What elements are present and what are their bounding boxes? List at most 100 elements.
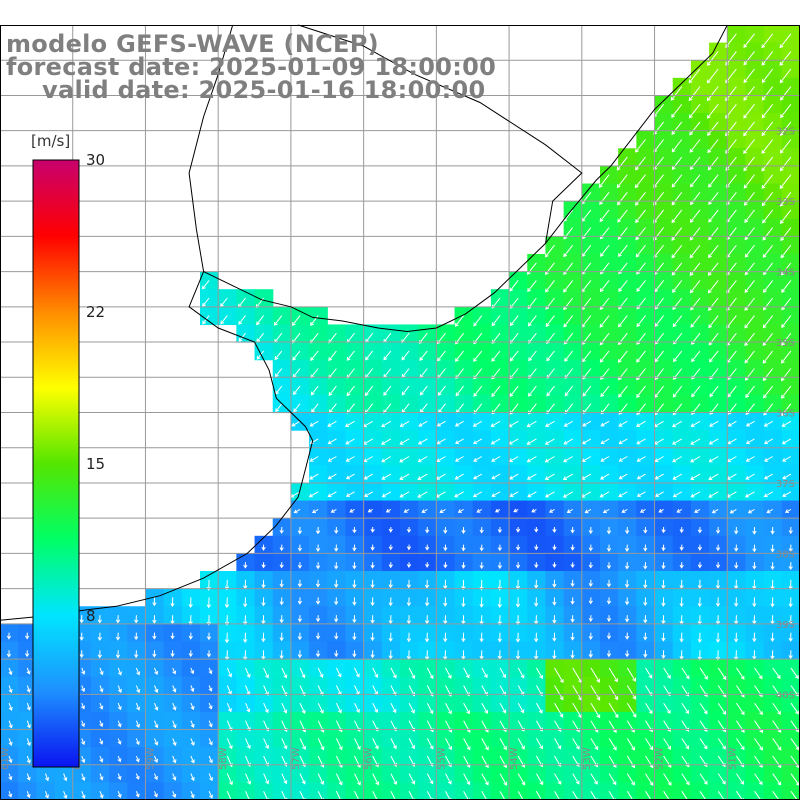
wind-speed-cell bbox=[745, 413, 764, 431]
wind-speed-cell bbox=[636, 501, 655, 519]
wind-speed-cell bbox=[745, 95, 764, 113]
wind-speed-cell bbox=[545, 413, 564, 431]
wind-speed-cell bbox=[418, 430, 437, 448]
wind-speed-cell bbox=[618, 413, 637, 431]
wind-speed-cell bbox=[600, 413, 619, 431]
wind-speed-cell bbox=[600, 483, 619, 501]
wind-speed-cell bbox=[564, 501, 583, 519]
wind-speed-cell bbox=[673, 413, 692, 431]
wind-speed-cell bbox=[345, 465, 364, 483]
wind-speed-cell bbox=[545, 448, 564, 466]
wind-speed-cell bbox=[400, 448, 419, 466]
wind-speed-cell bbox=[709, 501, 728, 519]
wind-speed-cell bbox=[655, 219, 674, 237]
wind-speed-cell bbox=[673, 430, 692, 448]
wind-speed-cell bbox=[491, 430, 510, 448]
wind-speed-cell bbox=[636, 430, 655, 448]
wind-speed-cell bbox=[655, 483, 674, 501]
wind-speed-cell bbox=[545, 342, 564, 360]
wind-speed-cell bbox=[436, 448, 455, 466]
wind-speed-cell bbox=[491, 448, 510, 466]
wind-speed-cell bbox=[600, 501, 619, 519]
wind-speed-cell bbox=[582, 501, 601, 519]
wind-speed-cell bbox=[618, 483, 637, 501]
wind-speed-cell bbox=[436, 465, 455, 483]
wind-speed-cell bbox=[655, 448, 674, 466]
wind-speed-cell bbox=[673, 501, 692, 519]
wind-speed-cell bbox=[600, 448, 619, 466]
wind-speed-cell bbox=[745, 360, 764, 378]
wind-speed-cell bbox=[491, 413, 510, 431]
wind-speed-cell bbox=[455, 448, 474, 466]
wind-speed-cell bbox=[655, 360, 674, 378]
wind-speed-cell bbox=[709, 465, 728, 483]
wind-speed-cell bbox=[345, 501, 364, 519]
wind-speed-cell bbox=[582, 483, 601, 501]
wind-speed-cell bbox=[473, 483, 492, 501]
wind-speed-cell bbox=[327, 483, 346, 501]
wind-speed-cell bbox=[727, 413, 746, 431]
wind-speed-cell bbox=[345, 342, 364, 360]
longitude-label: 53W bbox=[582, 747, 593, 770]
wind-speed-cell bbox=[691, 430, 710, 448]
wind-speed-cell bbox=[564, 483, 583, 501]
wind-speed-cell bbox=[382, 448, 401, 466]
wind-speed-cell bbox=[636, 413, 655, 431]
wind-speed-cell bbox=[364, 430, 383, 448]
wind-speed-cell bbox=[291, 483, 310, 501]
wind-speed-cell bbox=[655, 465, 674, 483]
latitude-label: 33S bbox=[776, 197, 795, 208]
longitude-label: 57W bbox=[291, 747, 302, 770]
wind-speed-cell bbox=[564, 465, 583, 483]
wind-speed-cell bbox=[691, 483, 710, 501]
wind-speed-cell bbox=[655, 342, 674, 360]
longitude-label: 61W bbox=[0, 747, 11, 770]
wind-speed-cell bbox=[400, 501, 419, 519]
wind-speed-cell bbox=[673, 483, 692, 501]
wind-speed-cell bbox=[327, 501, 346, 519]
wind-speed-cell bbox=[364, 483, 383, 501]
longitude-label: 59W bbox=[146, 747, 157, 770]
wind-speed-cell bbox=[400, 483, 419, 501]
wind-speed-cell bbox=[382, 413, 401, 431]
wind-speed-cell bbox=[673, 465, 692, 483]
wind-speed-cell bbox=[727, 430, 746, 448]
wind-speed-cell bbox=[382, 430, 401, 448]
wind-speed-cell bbox=[545, 483, 564, 501]
wind-speed-cell bbox=[655, 430, 674, 448]
wind-speed-cell bbox=[618, 501, 637, 519]
wind-speed-cell bbox=[491, 465, 510, 483]
wind-speed-cell bbox=[764, 430, 783, 448]
wind-speed-cell bbox=[364, 448, 383, 466]
wind-speed-cell bbox=[691, 413, 710, 431]
latitude-label: 39S bbox=[776, 620, 795, 631]
latitude-label: 32S bbox=[776, 127, 795, 138]
wind-speed-cell bbox=[618, 465, 637, 483]
wind-speed-cell bbox=[345, 483, 364, 501]
wind-speed-cell bbox=[691, 501, 710, 519]
wind-speed-cell bbox=[418, 413, 437, 431]
wind-speed-cell bbox=[727, 465, 746, 483]
wind-speed-cell bbox=[527, 483, 546, 501]
wind-speed-cell bbox=[509, 483, 528, 501]
wind-speed-cell bbox=[655, 413, 674, 431]
wind-speed-cell bbox=[636, 465, 655, 483]
wind-speed-cell bbox=[564, 448, 583, 466]
wind-speed-cell bbox=[382, 501, 401, 519]
wind-speed-cell bbox=[309, 413, 328, 431]
wind-speed-cell bbox=[545, 430, 564, 448]
wind-speed-cell bbox=[709, 430, 728, 448]
wind-speed-cell bbox=[327, 413, 346, 431]
wind-speed-cell bbox=[582, 465, 601, 483]
wind-speed-cell bbox=[455, 413, 474, 431]
wind-speed-cell bbox=[764, 501, 783, 519]
wind-speed-cell bbox=[418, 501, 437, 519]
wind-speed-cell bbox=[455, 483, 474, 501]
wind-speed-cell bbox=[709, 448, 728, 466]
wind-speed-cell bbox=[382, 465, 401, 483]
wind-speed-cell bbox=[364, 465, 383, 483]
wind-speed-cell bbox=[309, 483, 328, 501]
colorbar-tick-label: 30 bbox=[86, 151, 105, 169]
colorbar-tick-label: 8 bbox=[86, 607, 96, 625]
latitude-label: 38S bbox=[776, 549, 795, 560]
